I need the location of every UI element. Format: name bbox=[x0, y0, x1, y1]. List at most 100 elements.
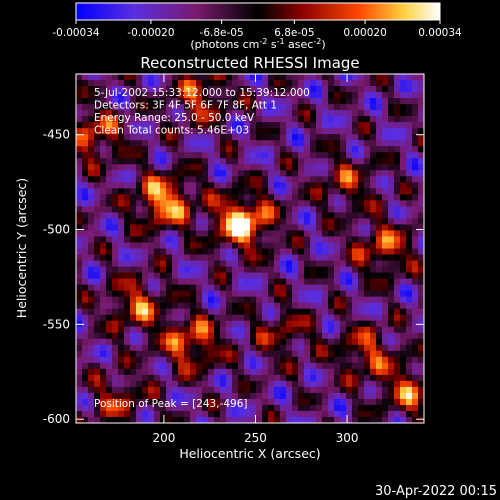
heatmap-cell bbox=[262, 224, 269, 232]
heatmap-cell bbox=[388, 290, 395, 298]
heatmap-cell bbox=[172, 110, 179, 117]
heatmap-cell bbox=[298, 284, 305, 292]
heatmap-cell bbox=[394, 164, 401, 171]
heatmap-cell bbox=[346, 74, 353, 81]
heatmap-cell bbox=[82, 374, 89, 382]
heatmap-cell bbox=[340, 260, 347, 268]
heatmap-cell bbox=[202, 362, 209, 370]
heatmap-cell bbox=[286, 104, 293, 111]
heatmap-cell bbox=[280, 230, 287, 238]
heatmap-cell bbox=[346, 212, 353, 220]
heatmap-cell bbox=[106, 200, 113, 207]
heatmap-cell bbox=[310, 194, 317, 201]
heatmap-cell bbox=[328, 344, 335, 352]
heatmap-cell bbox=[94, 104, 101, 111]
heatmap-cell bbox=[130, 164, 137, 171]
heatmap-cell bbox=[148, 254, 155, 262]
heatmap-cell bbox=[232, 380, 239, 388]
heatmap-cell bbox=[166, 302, 173, 310]
heatmap-cell bbox=[274, 344, 281, 352]
heatmap-cell bbox=[244, 404, 251, 412]
heatmap-cell bbox=[418, 254, 424, 262]
heatmap-cell bbox=[406, 92, 413, 99]
heatmap-cell bbox=[250, 326, 257, 334]
heatmap-cell bbox=[352, 92, 359, 99]
heatmap-cell bbox=[106, 164, 113, 171]
heatmap-cell bbox=[364, 410, 371, 418]
heatmap-cell bbox=[346, 320, 353, 328]
heatmap-cell bbox=[304, 80, 311, 87]
heatmap-cell bbox=[346, 188, 353, 195]
heatmap-cell bbox=[208, 410, 215, 418]
heatmap-cell bbox=[76, 386, 83, 394]
heatmap-cell bbox=[370, 410, 377, 418]
heatmap-cell bbox=[340, 236, 347, 244]
heatmap-cell bbox=[298, 398, 305, 406]
heatmap-cell bbox=[334, 416, 341, 423]
heatmap-cell bbox=[292, 368, 299, 376]
heatmap-cell bbox=[172, 230, 179, 238]
heatmap-cell bbox=[334, 176, 341, 183]
heatmap-cell bbox=[322, 182, 329, 189]
heatmap-cell bbox=[268, 290, 275, 298]
heatmap-cell bbox=[214, 314, 221, 322]
colorbar-ticks: -0.00034 -0.00020 -6.8e-05 6.8e-05 0.00020 0.… bbox=[52, 20, 462, 39]
heatmap-cell bbox=[166, 134, 173, 141]
heatmap-cell bbox=[100, 326, 107, 334]
heatmap-cell bbox=[94, 128, 101, 135]
heatmap-cell bbox=[196, 362, 203, 370]
heatmap-cell bbox=[250, 350, 257, 358]
heatmap-cell bbox=[154, 380, 161, 388]
heatmap-cell bbox=[304, 224, 311, 232]
heatmap-cell bbox=[376, 416, 383, 423]
heatmap-cell bbox=[130, 140, 137, 147]
heatmap-cell bbox=[112, 380, 119, 388]
heatmap-cell bbox=[334, 80, 341, 87]
heatmap-cell bbox=[148, 302, 155, 310]
heatmap-cell bbox=[112, 200, 119, 207]
heatmap-cell bbox=[154, 290, 161, 298]
heatmap-cell bbox=[370, 80, 377, 87]
heatmap-cell bbox=[226, 98, 233, 105]
heatmap-cell bbox=[406, 158, 413, 165]
heatmap-cell bbox=[418, 122, 424, 129]
heatmap-cell bbox=[106, 182, 113, 189]
peak-position-label: Position of Peak = [243,-496] bbox=[94, 398, 248, 410]
heatmap-cell bbox=[112, 218, 119, 226]
x-axis-label: Heliocentric X (arcsec) bbox=[179, 446, 320, 461]
heatmap-cell bbox=[268, 206, 275, 213]
heatmap-cell bbox=[148, 380, 155, 388]
heatmap-cell bbox=[340, 80, 347, 87]
heatmap-cell bbox=[166, 230, 173, 238]
heatmap-cell bbox=[322, 332, 329, 340]
heatmap-cell bbox=[322, 344, 329, 352]
heatmap-cell bbox=[160, 266, 167, 274]
heatmap-cell bbox=[124, 416, 131, 423]
heatmap-cell bbox=[412, 290, 419, 298]
heatmap-cell bbox=[412, 116, 419, 123]
heatmap-cell bbox=[352, 158, 359, 165]
heatmap-cell bbox=[172, 416, 179, 423]
heatmap-cell bbox=[154, 368, 161, 376]
heatmap-cell bbox=[184, 164, 191, 171]
heatmap-cell bbox=[148, 278, 155, 286]
heatmap-cell bbox=[286, 368, 293, 376]
heatmap-cell bbox=[178, 290, 185, 298]
heatmap-cell bbox=[316, 176, 323, 183]
heatmap-cell bbox=[298, 158, 305, 165]
heatmap-cell bbox=[358, 326, 365, 334]
heatmap-cell bbox=[136, 182, 143, 189]
heatmap-cell bbox=[364, 98, 371, 105]
heatmap-cell bbox=[406, 206, 413, 213]
heatmap-cell bbox=[154, 152, 161, 159]
heatmap-cell bbox=[244, 74, 251, 81]
heatmap-cell bbox=[202, 206, 209, 213]
heatmap-cell bbox=[178, 158, 185, 165]
heatmap-cell bbox=[88, 392, 95, 400]
heatmap-cell bbox=[94, 194, 101, 201]
heatmap-cell bbox=[196, 308, 203, 316]
heatmap-cell bbox=[418, 398, 424, 406]
heatmap-cell bbox=[286, 344, 293, 352]
heatmap-cell bbox=[76, 218, 83, 226]
heatmap-cell bbox=[358, 152, 365, 159]
